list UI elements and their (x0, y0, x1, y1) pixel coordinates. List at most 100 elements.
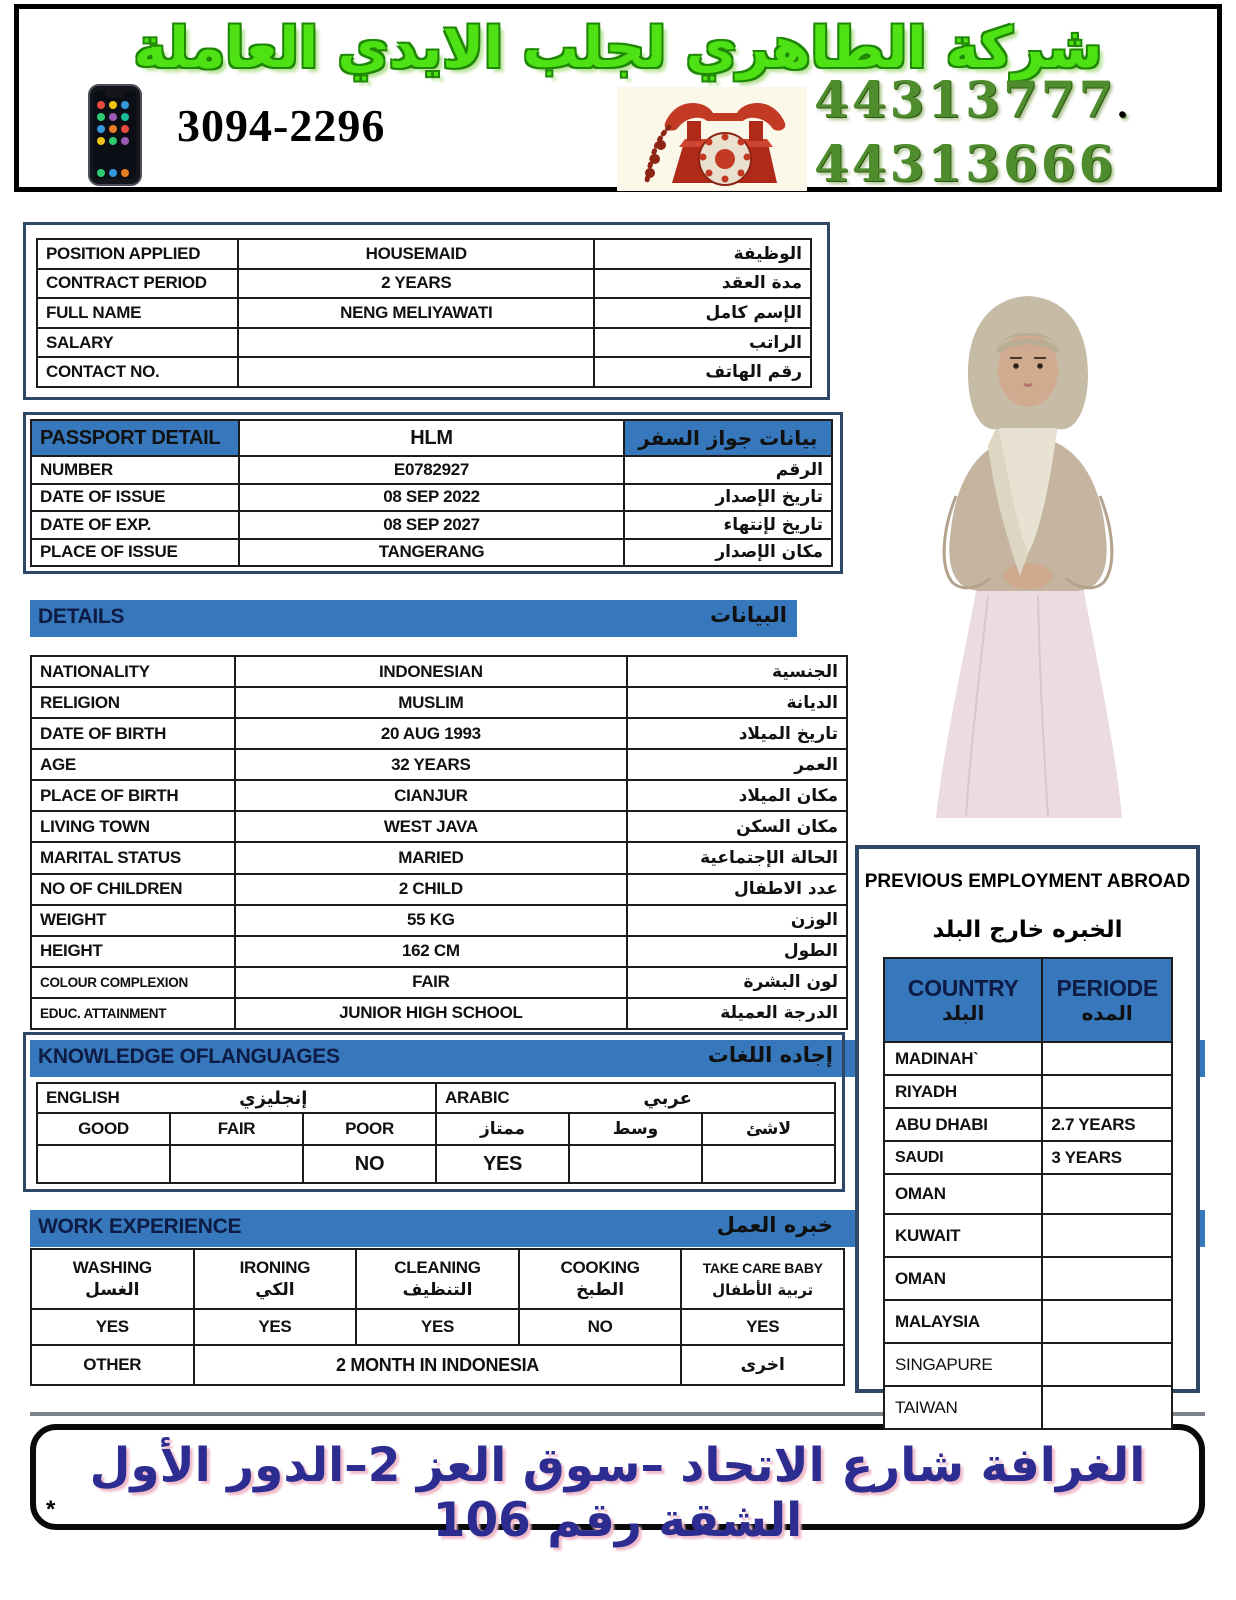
language-value-cell (568, 1144, 703, 1184)
period-column-header: PERIODE المده (1041, 957, 1173, 1043)
field-label: CONTRACT PERIOD (35, 267, 240, 300)
table-row: PLACE OF ISSUE TANGERANG مكان الإصدار (29, 537, 834, 567)
level-header-arabic: وسط (568, 1112, 703, 1146)
other-label-arabic: اخرى (680, 1344, 845, 1386)
skill-header: COOKING الطبخ (517, 1248, 683, 1310)
table-row: GOOD FAIR POOR ممتاز وسط لاشئ (36, 1112, 836, 1146)
skill-label-arabic: التنظيف (402, 1280, 473, 1300)
table-row: DATE OF ISSUE 08 SEP 2022 تاريخ الإصدار (29, 482, 834, 512)
skill-label-arabic: الغسل (85, 1280, 140, 1300)
arabic-label-arabic: عربي (643, 1087, 692, 1109)
field-label: DATE OF BIRTH (30, 717, 236, 751)
skill-label-arabic: الطبخ (576, 1280, 625, 1300)
table-row: KUWAIT (882, 1213, 1173, 1258)
mobile-number: 3094-2296 (177, 100, 386, 151)
skill-label: WASHING (72, 1258, 152, 1277)
table-row: SALARY الراتب (35, 326, 812, 359)
table-row: AGE 32 YEARS العمر (30, 748, 849, 782)
period-cell (1041, 1213, 1173, 1258)
field-label: PLACE OF ISSUE (29, 537, 241, 567)
field-label-arabic: تاريخ الميلاد (625, 717, 849, 751)
field-label-arabic: الطول (625, 934, 849, 968)
table-header-row: COUNTRY البلد PERIODE المده (882, 957, 1173, 1043)
table-row: OMAN (882, 1173, 1173, 1215)
skill-header: TAKE CARE BABY تربية الأطفال (680, 1248, 845, 1310)
country-cell: OMAN (882, 1173, 1044, 1215)
country-cell: OMAN (882, 1256, 1044, 1301)
arabic-label: ARABIC (445, 1088, 510, 1107)
previous-employment-box: PREVIOUS EMPLOYMENT ABROAD الخبره خارج ا… (855, 845, 1200, 1430)
table-row: DATE OF EXP. 08 SEP 2027 تاريخ لإنتهاء (29, 510, 834, 540)
field-label-arabic: مدة العقد (593, 267, 812, 300)
skill-header: WASHING الغسل (30, 1248, 195, 1310)
field-value: WEST JAVA (234, 810, 628, 844)
work-section-title: WORK EXPERIENCE (38, 1215, 242, 1238)
details-table: NATIONALITY INDONESIAN الجنسية RELIGION MUS… (30, 654, 849, 1031)
passport-section-box (23, 412, 843, 574)
field-value: 08 SEP 2027 (238, 510, 625, 540)
full-name-value: NENG MELIYAWATI (237, 297, 596, 329)
other-label: OTHER (30, 1344, 195, 1386)
address-box: الغرافة شارع الاتحاد –سوق العز 2–الدور ا… (30, 1424, 1205, 1548)
field-label-arabic: العمر (625, 748, 849, 782)
field-value: INDONESIAN (234, 654, 628, 689)
table-header-row: WASHING الغسل IRONING الكي CLEANING التنظيف… (30, 1248, 845, 1310)
field-label: COLOUR COMPLEXION (30, 965, 236, 999)
country-column-header: COUNTRY البلد (882, 957, 1044, 1043)
country-header-en: COUNTRY (907, 975, 1019, 1001)
phone-number-1: 44313777 (814, 70, 1117, 129)
table-row: OMAN (882, 1256, 1173, 1301)
period-cell (1041, 1074, 1173, 1109)
english-level-value: NO (302, 1144, 437, 1184)
field-value: 2 CHILD (234, 872, 628, 906)
other-value: 2 MONTH IN INDONESIA (192, 1344, 683, 1386)
table-row: COLOUR COMPLEXION FAIR لون البشرة (30, 965, 849, 999)
languages-table: ENGLISH إنجليزي ARABIC عربي GOOD FAIR POOR… (36, 1082, 836, 1184)
applied-section-box (23, 222, 830, 400)
country-cell: ABU DHABI (882, 1107, 1044, 1142)
table-row: MARITAL STATUS MARIED الحالة الإجتماعية (30, 841, 849, 875)
arabic-level-value: YES (435, 1144, 570, 1184)
skill-label-arabic: الكي (255, 1280, 295, 1300)
asterisk-mark: * (46, 1496, 56, 1523)
field-value: 162 CM (234, 934, 628, 968)
skill-label: CLEANING (394, 1258, 481, 1277)
table-row: CONTACT NO. رقم الهاتف (35, 356, 812, 388)
period-mark: . (1116, 86, 1129, 126)
phone-number-2: 44313666 (814, 134, 1117, 193)
field-label: DATE OF ISSUE (29, 482, 241, 512)
agency-header: شركة الطاهري لجلب الايدي العاملة 3094-22… (14, 4, 1222, 192)
field-label-arabic: الديانة (625, 686, 849, 720)
field-label-arabic: الوزن (625, 903, 849, 937)
table-row: NO YES (36, 1144, 836, 1184)
field-label: POSITION APPLIED (35, 238, 240, 270)
country-cell: SINGAPURE (882, 1342, 1044, 1387)
field-label: AGE (30, 748, 236, 782)
level-header-arabic: ممتاز (435, 1112, 570, 1146)
table-row: WEIGHT 55 KG الوزن (30, 903, 849, 937)
table-row: ENGLISH إنجليزي ARABIC عربي (36, 1082, 836, 1114)
field-value: 32 YEARS (234, 748, 628, 782)
skill-header: IRONING الكي (192, 1248, 358, 1310)
passport-table: PASSPORT DETAIL HLM بيانات جواز السفر NU… (29, 419, 834, 567)
field-value: FAIR (234, 965, 628, 999)
field-value: 2 YEARS (237, 267, 596, 300)
table-row: RIYADH (882, 1074, 1173, 1109)
field-label-arabic: لون البشرة (625, 965, 849, 999)
details-section-title-arabic: البيانات (710, 603, 787, 627)
candidate-photo (878, 286, 1178, 823)
field-label-arabic: الراتب (593, 326, 812, 359)
field-value: MUSLIM (234, 686, 628, 720)
english-label-arabic: إنجليزي (239, 1087, 308, 1109)
field-label: CONTACT NO. (35, 356, 240, 388)
field-value (237, 356, 596, 388)
period-cell: 2.7 YEARS (1041, 1107, 1173, 1142)
skill-header: CLEANING التنظيف (355, 1248, 520, 1310)
field-label: MARITAL STATUS (30, 841, 236, 875)
skill-label: COOKING (560, 1258, 640, 1277)
field-value: 20 AUG 1993 (234, 717, 628, 751)
passport-title-value: HLM (238, 419, 625, 457)
skill-label-arabic: تربية الأطفال (712, 1281, 814, 1299)
table-row: EDUC. ATTAINMENT JUNIOR HIGH SCHOOL الدرجة… (30, 996, 849, 1031)
field-value: JUNIOR HIGH SCHOOL (234, 996, 628, 1031)
